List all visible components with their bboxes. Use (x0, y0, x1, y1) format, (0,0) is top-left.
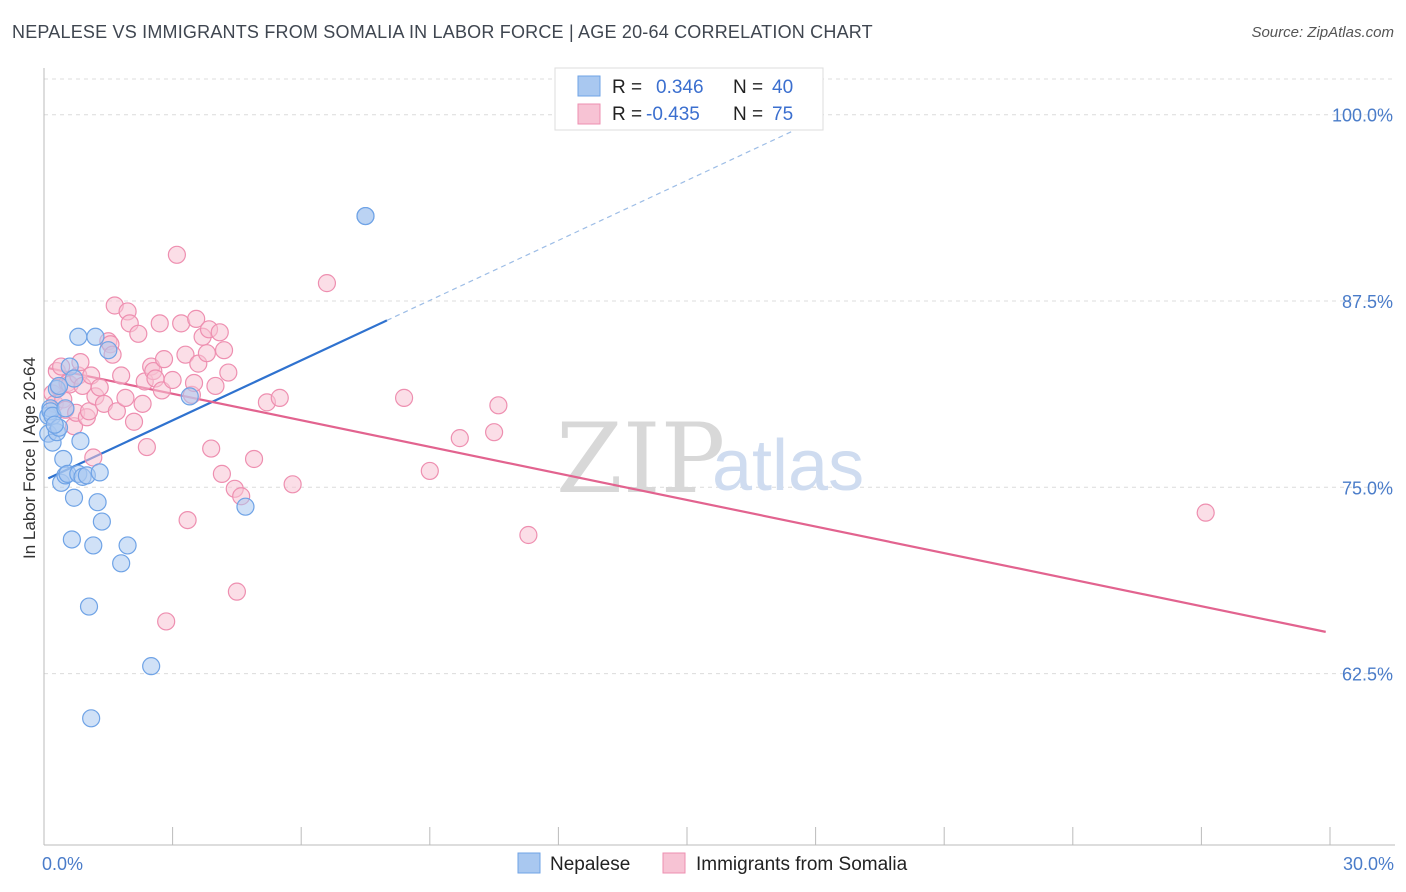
point-somalia (270, 388, 289, 407)
watermark-atlas: atlas (712, 426, 864, 506)
legend-swatch-somalia (662, 852, 686, 874)
point-somalia (116, 388, 135, 407)
y-tick-labels: 62.5% 75.0% 87.5% 100.0% (1332, 106, 1393, 685)
y-tick-label: 62.5% (1342, 665, 1393, 685)
point-somalia (206, 376, 225, 396)
point-somalia (489, 396, 508, 415)
point-somalia (112, 366, 131, 385)
point-somalia (519, 525, 538, 545)
point-somalia (176, 345, 195, 364)
point-nepalese (88, 493, 107, 512)
point-somalia (154, 350, 174, 369)
point-somalia (129, 324, 148, 343)
y-tick-label: 75.0% (1342, 478, 1393, 498)
legend-swatch-nepalese (517, 852, 541, 874)
point-nepalese (69, 327, 88, 346)
point-somalia (244, 449, 264, 469)
point-somalia (227, 582, 246, 601)
stats-r-value-2: -0.435 (646, 104, 700, 125)
point-somalia (485, 423, 504, 442)
point-somalia (167, 245, 186, 264)
point-somalia (420, 461, 439, 481)
y-tick-label: 100.0% (1332, 106, 1393, 126)
x-tick-labels: 0.0% 30.0% (42, 854, 1394, 874)
x-tick-label: 0.0% (42, 854, 83, 874)
point-somalia (163, 370, 182, 390)
trend-lines (47, 119, 1326, 633)
x-tick-label: 30.0% (1343, 854, 1394, 874)
stats-r-value-1: 0.346 (656, 77, 704, 98)
point-nepalese (112, 554, 131, 573)
trend-line-extension (386, 119, 816, 321)
stats-legend: R = 0.346 N = 40 R = -0.435 N = 75 (554, 67, 824, 131)
point-somalia (1196, 503, 1215, 522)
point-somalia (133, 394, 152, 413)
point-nepalese (49, 376, 69, 396)
point-somalia (90, 378, 109, 397)
point-nepalese (64, 369, 84, 388)
point-somalia (187, 309, 206, 328)
point-nepalese (180, 387, 199, 406)
point-somalia (157, 612, 176, 631)
point-somalia (210, 323, 229, 342)
point-nepalese (84, 536, 103, 555)
point-nepalese (118, 536, 137, 555)
point-somalia (172, 314, 191, 333)
point-somalia (178, 510, 197, 530)
point-somalia (394, 388, 414, 407)
point-nepalese (79, 597, 99, 616)
y-axis-label: In Labor Force | Age 20-64 (20, 357, 39, 559)
point-nepalese (356, 206, 375, 226)
data-points (39, 206, 1215, 728)
bottom-legend: Nepalese Immigrants from Somalia (517, 852, 908, 875)
watermark-zip: ZIP (556, 403, 725, 515)
point-nepalese (54, 449, 73, 469)
stats-n-value-2: 75 (772, 104, 793, 125)
point-somalia (124, 412, 144, 431)
watermark: ZIP atlas (556, 403, 864, 515)
point-nepalese (64, 488, 84, 507)
point-somalia (197, 344, 216, 363)
point-nepalese (90, 463, 109, 482)
grid-lines (44, 78, 1395, 675)
point-somalia (107, 402, 126, 421)
point-somalia (150, 314, 169, 333)
point-nepalese (236, 497, 255, 516)
axes (43, 68, 1395, 846)
trend-line-somalia (48, 366, 1326, 633)
chart-title: NEPALESE VS IMMIGRANTS FROM SOMALIA IN L… (12, 22, 873, 42)
point-nepalese (71, 432, 90, 451)
source-label: Source: ZipAtlas.com (1251, 24, 1394, 41)
y-tick-label: 87.5% (1342, 292, 1393, 312)
stats-swatch-somalia (577, 103, 601, 125)
point-somalia (212, 464, 231, 483)
point-nepalese (62, 530, 81, 549)
point-nepalese (45, 415, 64, 434)
legend-label-nepalese: Nepalese (550, 854, 630, 875)
point-nepalese (142, 657, 161, 676)
point-nepalese (92, 512, 111, 531)
stats-r-label-2: R = (612, 104, 642, 125)
trend-line-nepalese (47, 319, 388, 480)
stats-r-label-1: R = (612, 77, 642, 98)
stats-n-label-1: N = (733, 77, 763, 98)
stats-n-value-1: 40 (772, 77, 793, 98)
point-somalia (219, 363, 238, 382)
stats-n-label-2: N = (733, 104, 763, 125)
point-nepalese (99, 341, 118, 360)
point-nepalese (82, 709, 101, 728)
point-somalia (283, 475, 302, 494)
point-nepalese (56, 399, 75, 418)
point-somalia (450, 429, 469, 448)
point-nepalese (86, 327, 105, 346)
legend-label-somalia: Immigrants from Somalia (696, 854, 908, 875)
point-somalia (317, 274, 337, 293)
point-somalia (214, 341, 234, 360)
point-somalia (137, 437, 156, 457)
point-somalia (202, 439, 221, 458)
stats-swatch-nepalese (577, 75, 601, 97)
